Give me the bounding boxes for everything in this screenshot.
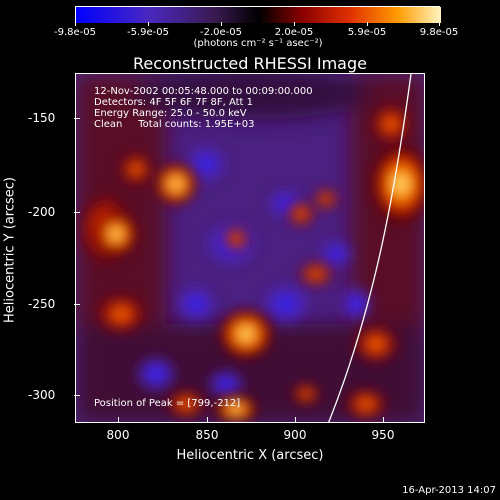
colorbar-tick-label: 9.8e-05: [419, 27, 459, 38]
solar-limb-line: [328, 74, 412, 422]
x-axis-label: Heliocentric X (arcsec): [176, 448, 324, 463]
x-tick-label: 950: [371, 428, 395, 442]
y-tick-label: -200: [28, 205, 56, 219]
rhessi-image: [76, 74, 424, 422]
colorbar-tick-label: 5.9e-05: [347, 27, 387, 38]
clean-counts-label: Clean Total counts: 1.95E+03: [94, 119, 255, 130]
peak-position-label: Position of Peak = [799,-212]: [94, 398, 241, 409]
colorbar-tick: [439, 22, 440, 26]
y-tick: [74, 212, 80, 213]
detectors-label: Detectors: 4F 5F 6F 7F 8F, Att 1: [94, 97, 254, 108]
y-axis-label: Heliocentric Y (arcsec): [2, 177, 18, 323]
generated-timestamp: 16-Apr-2013 14:07: [402, 485, 496, 496]
y-tick-label: -250: [28, 297, 56, 311]
colorbar-tick-label: -2.0e-05: [200, 27, 242, 38]
y-tick-label: -150: [28, 111, 56, 125]
colorbar-tick: [75, 22, 76, 26]
colorbar-tick: [221, 22, 222, 26]
colorbar-tick: [148, 22, 149, 26]
colorbar-units-label: (photons cm⁻² s⁻¹ asec⁻²): [193, 38, 323, 49]
colorbar-tick: [294, 22, 295, 26]
y-tick: [74, 395, 80, 396]
x-tick: [118, 417, 119, 423]
time-range-label: 12-Nov-2002 00:05:48.000 to 00:09:00.000: [94, 86, 313, 97]
energy-range-label: Energy Range: 25.0 - 50.0 keV: [94, 108, 247, 119]
y-tick: [74, 304, 80, 305]
colorbar: [75, 6, 441, 23]
colorbar-tick: [367, 22, 368, 26]
rhessi-image-panel: 12-Nov-2002 00:05:48.000 to 00:09:00.000…: [75, 73, 425, 423]
y-tick-label: -300: [28, 388, 56, 402]
plot-title: Reconstructed RHESSI Image: [133, 54, 367, 73]
colorbar-tick-label: -9.8e-05: [54, 27, 96, 38]
x-tick-label: 800: [106, 428, 130, 442]
x-tick-label: 900: [283, 428, 307, 442]
x-tick-label: 850: [195, 428, 219, 442]
x-tick: [207, 417, 208, 423]
x-tick: [383, 417, 384, 423]
colorbar-gradient: [76, 7, 441, 23]
colorbar-tick-label: -5.9e-05: [127, 27, 169, 38]
y-tick: [74, 118, 80, 119]
colorbar-tick-label: 2.0e-05: [274, 27, 314, 38]
x-tick: [295, 417, 296, 423]
